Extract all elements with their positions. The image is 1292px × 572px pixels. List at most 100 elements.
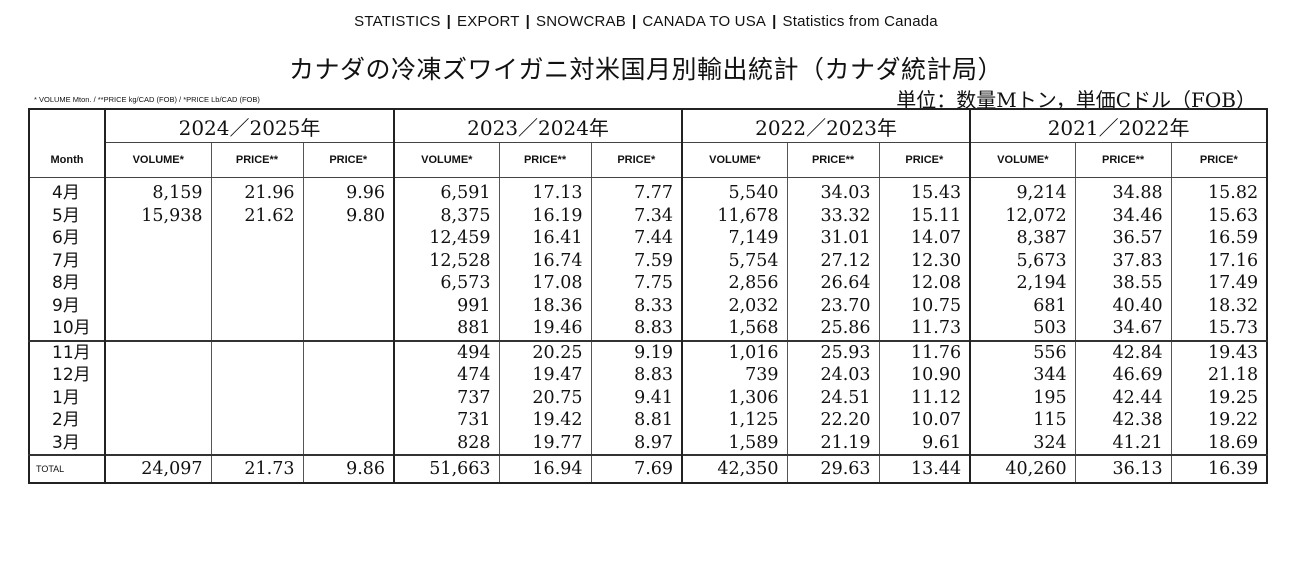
price-lb-cell: 16.59 [1170, 227, 1268, 250]
volume-cell: 12,072 [969, 204, 1076, 227]
volume-cell: 6,591 [393, 177, 500, 205]
price-lb-cell: 8.83 [590, 364, 683, 387]
price-lb-cell: 19.25 [1170, 386, 1268, 409]
table-row: 12月 474 19.47 8.83 739 24.03 10.90 344 46.69 21.1… [28, 364, 1268, 387]
price-lb-cell: 16.39 [1170, 454, 1268, 483]
price-kg-cell [210, 227, 304, 250]
price-lb-cell [302, 409, 395, 432]
volume-cell: 556 [969, 339, 1076, 364]
price-lb-cell: 9.61 [878, 431, 971, 455]
breadcrumb-item-canada-to-usa[interactable]: CANADA TO USA [642, 13, 767, 30]
price-kg-cell: 19.47 [498, 364, 592, 387]
table-row: 4月 8,159 21.96 9.96 6,591 17.13 7.77 5,540 34.03… [28, 177, 1268, 205]
volume-cell: 115 [969, 409, 1076, 432]
volume-cell: 2,194 [969, 272, 1076, 295]
month-cell: 3月 [28, 431, 106, 455]
price-lb-cell: 7.69 [590, 454, 683, 483]
price-lb-cell [302, 317, 395, 341]
price-lb-cell: 8.33 [590, 294, 683, 317]
breadcrumb-separator: | [772, 13, 777, 30]
price-kg-cell: 19.42 [498, 409, 592, 432]
table-row: 1月 737 20.75 9.41 1,306 24.51 11.12 195 42.44 19.… [28, 386, 1268, 409]
volume-cell: 11,678 [681, 204, 788, 227]
volume-cell: 12,459 [393, 227, 500, 250]
volume-cell: 1,016 [681, 339, 788, 364]
price-lb-cell: 9.19 [590, 339, 683, 364]
breadcrumb-item-export[interactable]: EXPORT [457, 13, 520, 30]
breadcrumb-item-source[interactable]: Statistics from Canada [782, 13, 938, 30]
price-kg-cell: 24.51 [786, 386, 880, 409]
price-kg-cell: 33.32 [786, 204, 880, 227]
table-row: 8月 6,573 17.08 7.75 2,856 26.64 12.08 2,194 38.5… [28, 272, 1268, 295]
month-header: Month [28, 142, 106, 178]
price-lb-cell [302, 249, 395, 272]
price-lb-cell [302, 431, 395, 455]
price-lb-cell [302, 364, 395, 387]
price-kg-cell: 34.67 [1074, 317, 1172, 341]
volume-header: VOLUME* [681, 142, 788, 178]
volume-cell: 344 [969, 364, 1076, 387]
price-kg-cell: 16.19 [498, 204, 592, 227]
price-lb-cell: 10.07 [878, 409, 971, 432]
volume-cell: 15,938 [104, 204, 212, 227]
breadcrumb-item-snowcrab[interactable]: SNOWCRAB [536, 13, 626, 30]
volume-cell: 1,568 [681, 317, 788, 341]
volume-cell: 474 [393, 364, 500, 387]
volume-cell: 42,350 [681, 454, 788, 483]
month-cell: 6月 [28, 227, 106, 250]
volume-cell: 681 [969, 294, 1076, 317]
table-row: 9月 991 18.36 8.33 2,032 23.70 10.75 681 40.40 18.… [28, 294, 1268, 317]
price-lb-cell: 17.16 [1170, 249, 1268, 272]
price-kg-header: PRICE** [498, 142, 592, 178]
price-kg-header: PRICE** [210, 142, 304, 178]
volume-cell: 8,159 [104, 177, 212, 205]
price-lb-cell: 15.43 [878, 177, 971, 205]
price-kg-cell [210, 317, 304, 341]
price-kg-cell: 16.41 [498, 227, 592, 250]
volume-cell [104, 294, 212, 317]
price-kg-header: PRICE** [786, 142, 880, 178]
volume-cell: 5,673 [969, 249, 1076, 272]
price-lb-header: PRICE* [590, 142, 683, 178]
price-kg-cell: 21.73 [210, 454, 304, 483]
total-row: TOTAL 24,097 21.73 9.86 51,663 16.94 7.69 42,35… [28, 454, 1268, 483]
price-lb-header: PRICE* [878, 142, 971, 178]
price-kg-cell: 24.03 [786, 364, 880, 387]
price-lb-cell [302, 386, 395, 409]
volume-header: VOLUME* [104, 142, 212, 178]
price-kg-cell: 19.77 [498, 431, 592, 455]
price-lb-cell [302, 339, 395, 364]
price-kg-cell: 22.20 [786, 409, 880, 432]
price-lb-cell: 8.81 [590, 409, 683, 432]
price-lb-cell: 11.73 [878, 317, 971, 341]
breadcrumb-item-statistics[interactable]: STATISTICS [354, 13, 441, 30]
volume-cell: 24,097 [104, 454, 212, 483]
price-kg-cell: 42.38 [1074, 409, 1172, 432]
price-lb-header: PRICE* [1170, 142, 1268, 178]
price-kg-cell: 23.70 [786, 294, 880, 317]
price-lb-cell: 21.18 [1170, 364, 1268, 387]
price-lb-cell: 7.34 [590, 204, 683, 227]
volume-cell: 40,260 [969, 454, 1076, 483]
price-kg-cell: 29.63 [786, 454, 880, 483]
price-kg-cell: 19.46 [498, 317, 592, 341]
volume-cell: 51,663 [393, 454, 500, 483]
volume-cell [104, 339, 212, 364]
price-kg-cell: 21.19 [786, 431, 880, 455]
price-lb-cell: 18.32 [1170, 294, 1268, 317]
price-lb-cell: 9.86 [302, 454, 395, 483]
price-kg-cell: 46.69 [1074, 364, 1172, 387]
price-kg-cell [210, 409, 304, 432]
volume-cell: 881 [393, 317, 500, 341]
price-kg-cell: 21.96 [210, 177, 304, 205]
breadcrumb-separator: | [525, 13, 531, 30]
month-cell: 4月 [28, 177, 106, 205]
volume-cell: 324 [969, 431, 1076, 455]
volume-cell: 2,856 [681, 272, 788, 295]
price-lb-header: PRICE* [302, 142, 395, 178]
price-kg-cell: 38.55 [1074, 272, 1172, 295]
price-kg-cell: 18.36 [498, 294, 592, 317]
month-cell: 7月 [28, 249, 106, 272]
price-lb-cell: 14.07 [878, 227, 971, 250]
price-kg-cell [210, 364, 304, 387]
